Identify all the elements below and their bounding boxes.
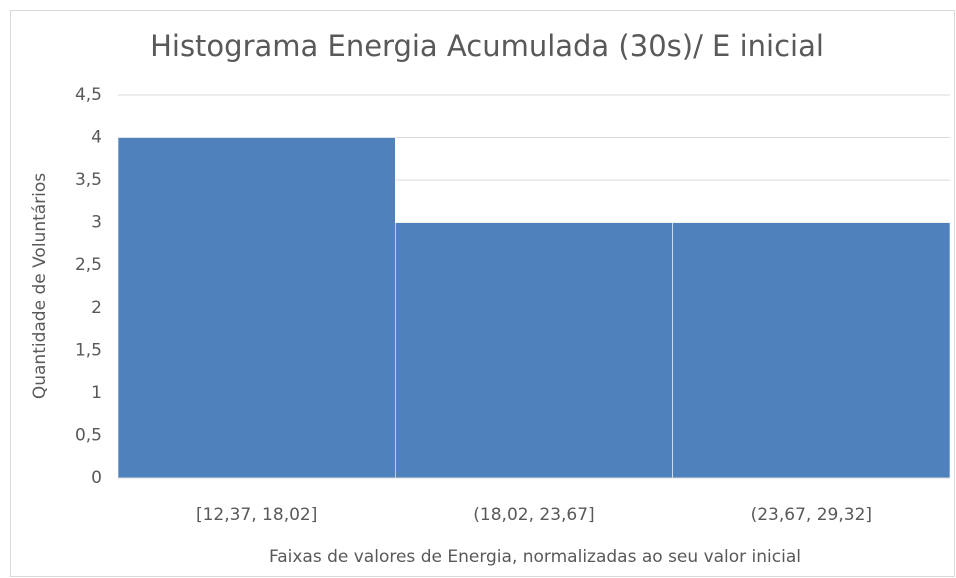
y-tick-label: 1	[91, 383, 102, 403]
y-tick-label: 2,5	[75, 255, 102, 275]
bar	[117, 137, 396, 479]
bar	[395, 222, 673, 479]
x-tick-label: [12,37, 18,02]	[196, 505, 317, 525]
y-axis-title: Quantidade de Voluntários	[30, 173, 50, 399]
y-tick-label: 4	[91, 128, 102, 148]
y-tick-label: 4,5	[75, 85, 102, 105]
chart-title: Histograma Energia Acumulada (30s)/ E in…	[150, 29, 824, 63]
y-tick-label: 2	[91, 298, 102, 318]
y-tick-label: 3	[91, 213, 102, 233]
bar	[672, 222, 951, 479]
x-axis-title: Faixas de valores de Energia, normalizad…	[269, 547, 801, 567]
y-tick-label: 3,5	[75, 170, 102, 190]
y-tick-label: 1,5	[75, 340, 102, 360]
x-tick-label: (18,02, 23,67]	[473, 505, 594, 525]
y-tick-label: 0,5	[75, 425, 102, 445]
x-tick-label: (23,67, 29,32]	[751, 505, 872, 525]
y-tick-label: 0	[91, 468, 102, 488]
